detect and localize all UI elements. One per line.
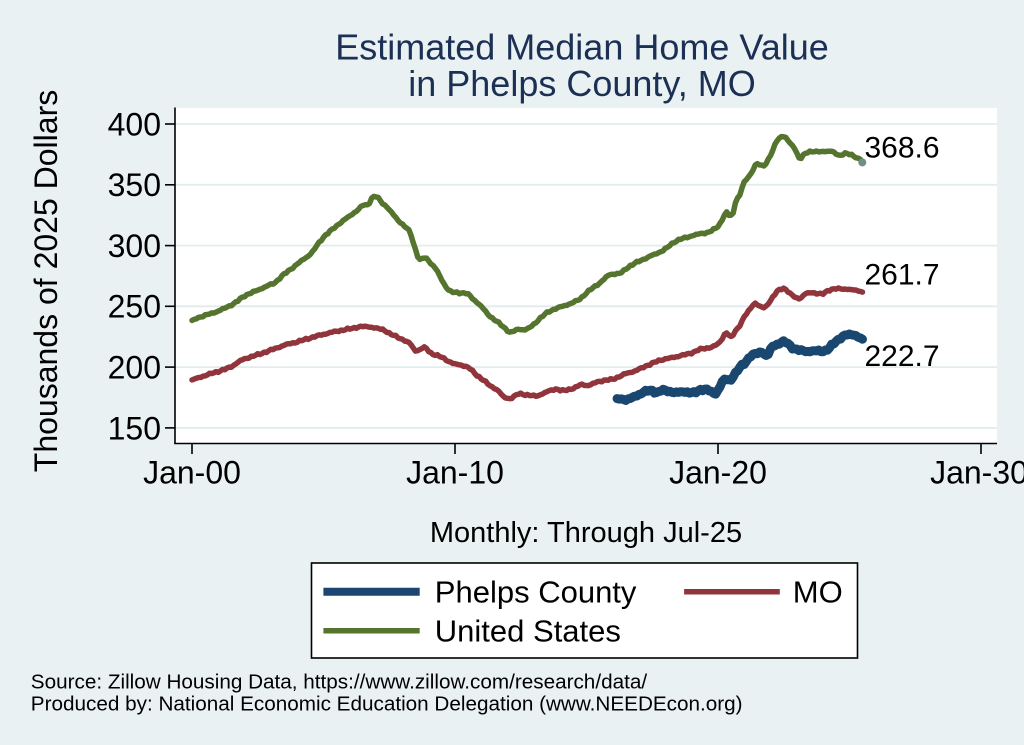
svg-text:Source: Zillow Housing Data, h: Source: Zillow Housing Data, https://www…: [31, 670, 648, 693]
svg-text:250: 250: [108, 289, 161, 325]
svg-text:261.7: 261.7: [865, 259, 940, 292]
svg-text:Jan-20: Jan-20: [669, 454, 767, 490]
svg-text:350: 350: [108, 167, 161, 203]
svg-text:Thousands of 2025 Dollars: Thousands of 2025 Dollars: [28, 90, 64, 472]
svg-text:Monthly: Through Jul-25: Monthly: Through Jul-25: [430, 517, 742, 549]
svg-text:Jan-00: Jan-00: [143, 454, 241, 490]
svg-text:Jan-30: Jan-30: [930, 454, 1024, 490]
svg-text:368.6: 368.6: [865, 132, 940, 165]
svg-text:Phelps County: Phelps County: [435, 575, 637, 610]
svg-text:400: 400: [108, 106, 161, 142]
svg-text:Estimated Median Home Value: Estimated Median Home Value: [335, 26, 829, 67]
svg-text:Jan-10: Jan-10: [406, 454, 504, 490]
svg-text:MO: MO: [793, 575, 843, 610]
svg-text:300: 300: [108, 228, 161, 264]
svg-text:United States: United States: [435, 614, 621, 649]
svg-text:222.7: 222.7: [865, 340, 940, 373]
svg-text:Produced by: National Economic: Produced by: National Economic Education…: [31, 692, 743, 715]
svg-text:in Phelps County, MO: in Phelps County, MO: [408, 63, 755, 104]
svg-text:200: 200: [108, 350, 161, 386]
svg-text:150: 150: [108, 410, 161, 446]
